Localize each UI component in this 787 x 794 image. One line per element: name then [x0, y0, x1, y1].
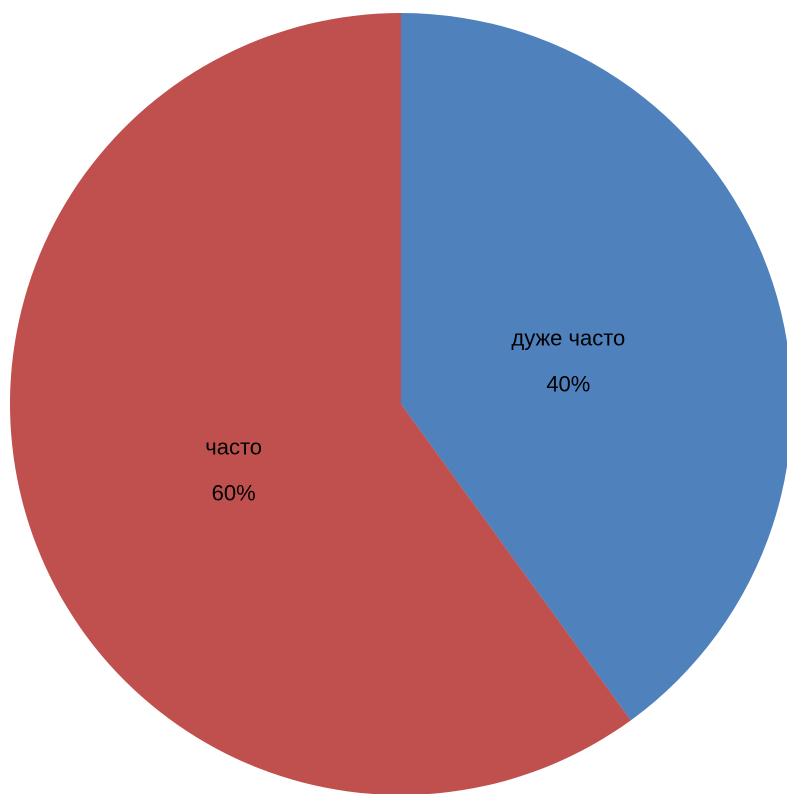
slice-value-label: 60%: [212, 480, 256, 505]
pie-labels: дуже часто 40% часто 60%: [205, 326, 625, 506]
pie-slice-2: [10, 13, 631, 794]
pie-slice-1: [401, 13, 787, 721]
pie-slices: [10, 13, 787, 794]
slice-category-label: дуже часто: [511, 326, 625, 351]
slice-category-label: часто: [205, 434, 262, 459]
slice-value-label: 40%: [546, 372, 590, 397]
